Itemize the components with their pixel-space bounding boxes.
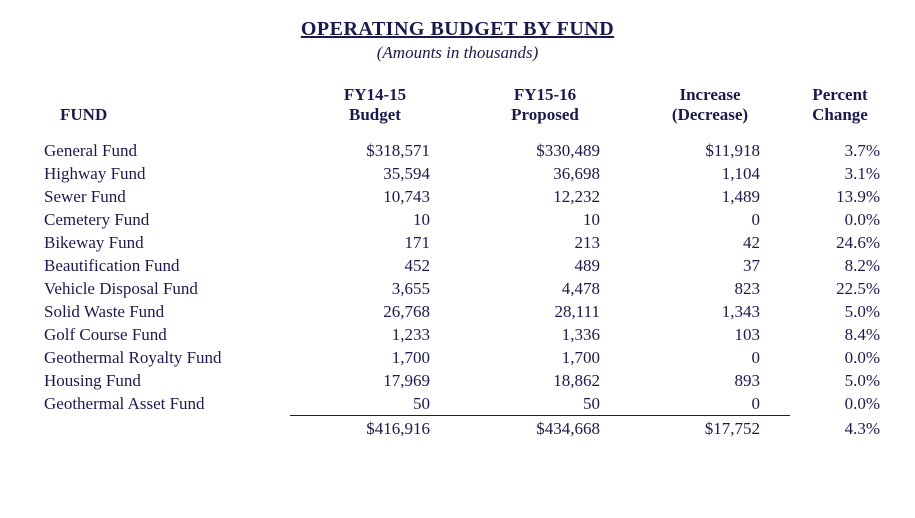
budget-cell: 3,655	[290, 277, 460, 300]
proposed-cell: 10	[460, 208, 630, 231]
budget-cell: 452	[290, 254, 460, 277]
increase-cell: 0	[630, 208, 790, 231]
budget-cell: 10,743	[290, 185, 460, 208]
budget-cell: 1,233	[290, 323, 460, 346]
total-row: $416,916 $434,668 $17,752 4.3%	[40, 416, 890, 441]
budget-cell: 171	[290, 231, 460, 254]
increase-cell: 1,489	[630, 185, 790, 208]
fund-cell: Geothermal Royalty Fund	[40, 346, 290, 369]
proposed-cell: 36,698	[460, 162, 630, 185]
percent-cell: 24.6%	[790, 231, 890, 254]
budget-cell: 35,594	[290, 162, 460, 185]
increase-cell: 37	[630, 254, 790, 277]
total-fund-cell	[40, 416, 290, 441]
table-row: Beautification Fund452489378.2%	[40, 254, 890, 277]
table-row: Geothermal Royalty Fund1,7001,70000.0%	[40, 346, 890, 369]
percent-cell: 0.0%	[790, 392, 890, 416]
col-header-percent-top: Percent	[790, 85, 890, 105]
proposed-cell: 12,232	[460, 185, 630, 208]
budget-cell: 50	[290, 392, 460, 416]
table-row: Housing Fund17,96918,8628935.0%	[40, 369, 890, 392]
fund-cell: Solid Waste Fund	[40, 300, 290, 323]
increase-cell: 823	[630, 277, 790, 300]
percent-cell: 8.2%	[790, 254, 890, 277]
proposed-cell: 4,478	[460, 277, 630, 300]
col-header-budget-top: FY14-15	[290, 85, 460, 105]
percent-cell: 3.7%	[790, 139, 890, 162]
proposed-cell: 1,336	[460, 323, 630, 346]
table-row: Vehicle Disposal Fund3,6554,47882322.5%	[40, 277, 890, 300]
col-header-proposed-bot: Proposed	[460, 105, 630, 139]
table-row: Solid Waste Fund26,76828,1111,3435.0%	[40, 300, 890, 323]
page-title: OPERATING BUDGET BY FUND	[40, 18, 875, 41]
fund-cell: Golf Course Fund	[40, 323, 290, 346]
col-header-increase-bot: (Decrease)	[630, 105, 790, 139]
total-increase-cell: $17,752	[630, 416, 790, 441]
table-row: Sewer Fund10,74312,2321,48913.9%	[40, 185, 890, 208]
proposed-cell: 28,111	[460, 300, 630, 323]
increase-cell: 0	[630, 346, 790, 369]
table-row: Highway Fund35,59436,6981,1043.1%	[40, 162, 890, 185]
proposed-cell: 213	[460, 231, 630, 254]
table-total: $416,916 $434,668 $17,752 4.3%	[40, 416, 890, 441]
increase-cell: 103	[630, 323, 790, 346]
page-subtitle: (Amounts in thousands)	[40, 43, 875, 63]
fund-cell: Highway Fund	[40, 162, 290, 185]
percent-cell: 22.5%	[790, 277, 890, 300]
fund-cell: General Fund	[40, 139, 290, 162]
col-header-budget-bot: Budget	[290, 105, 460, 139]
percent-cell: 5.0%	[790, 369, 890, 392]
percent-cell: 0.0%	[790, 208, 890, 231]
fund-cell: Geothermal Asset Fund	[40, 392, 290, 416]
fund-cell: Bikeway Fund	[40, 231, 290, 254]
budget-cell: 10	[290, 208, 460, 231]
col-header-proposed-top: FY15-16	[460, 85, 630, 105]
proposed-cell: $330,489	[460, 139, 630, 162]
proposed-cell: 18,862	[460, 369, 630, 392]
percent-cell: 0.0%	[790, 346, 890, 369]
total-proposed-cell: $434,668	[460, 416, 630, 441]
fund-cell: Beautification Fund	[40, 254, 290, 277]
percent-cell: 13.9%	[790, 185, 890, 208]
budget-cell: 26,768	[290, 300, 460, 323]
budget-cell: 1,700	[290, 346, 460, 369]
proposed-cell: 50	[460, 392, 630, 416]
increase-cell: $11,918	[630, 139, 790, 162]
increase-cell: 42	[630, 231, 790, 254]
table-row: Cemetery Fund101000.0%	[40, 208, 890, 231]
col-header-fund: FUND	[40, 105, 290, 139]
percent-cell: 8.4%	[790, 323, 890, 346]
proposed-cell: 489	[460, 254, 630, 277]
table-header: FY14-15 FY15-16 Increase Percent FUND Bu…	[40, 85, 890, 139]
budget-cell: $318,571	[290, 139, 460, 162]
increase-cell: 1,104	[630, 162, 790, 185]
fund-cell: Cemetery Fund	[40, 208, 290, 231]
table-row: Golf Course Fund1,2331,3361038.4%	[40, 323, 890, 346]
table-body: General Fund$318,571$330,489$11,9183.7%H…	[40, 139, 890, 416]
total-percent-cell: 4.3%	[790, 416, 890, 441]
budget-cell: 17,969	[290, 369, 460, 392]
col-header-increase-top: Increase	[630, 85, 790, 105]
operating-budget-page: OPERATING BUDGET BY FUND (Amounts in tho…	[0, 0, 915, 518]
table-row: Bikeway Fund1712134224.6%	[40, 231, 890, 254]
increase-cell: 0	[630, 392, 790, 416]
percent-cell: 3.1%	[790, 162, 890, 185]
fund-cell: Sewer Fund	[40, 185, 290, 208]
col-header-percent-bot: Change	[790, 105, 890, 139]
budget-table: FY14-15 FY15-16 Increase Percent FUND Bu…	[40, 85, 890, 441]
proposed-cell: 1,700	[460, 346, 630, 369]
table-row: General Fund$318,571$330,489$11,9183.7%	[40, 139, 890, 162]
fund-cell: Vehicle Disposal Fund	[40, 277, 290, 300]
percent-cell: 5.0%	[790, 300, 890, 323]
fund-cell: Housing Fund	[40, 369, 290, 392]
increase-cell: 1,343	[630, 300, 790, 323]
table-row: Geothermal Asset Fund505000.0%	[40, 392, 890, 416]
total-budget-cell: $416,916	[290, 416, 460, 441]
increase-cell: 893	[630, 369, 790, 392]
